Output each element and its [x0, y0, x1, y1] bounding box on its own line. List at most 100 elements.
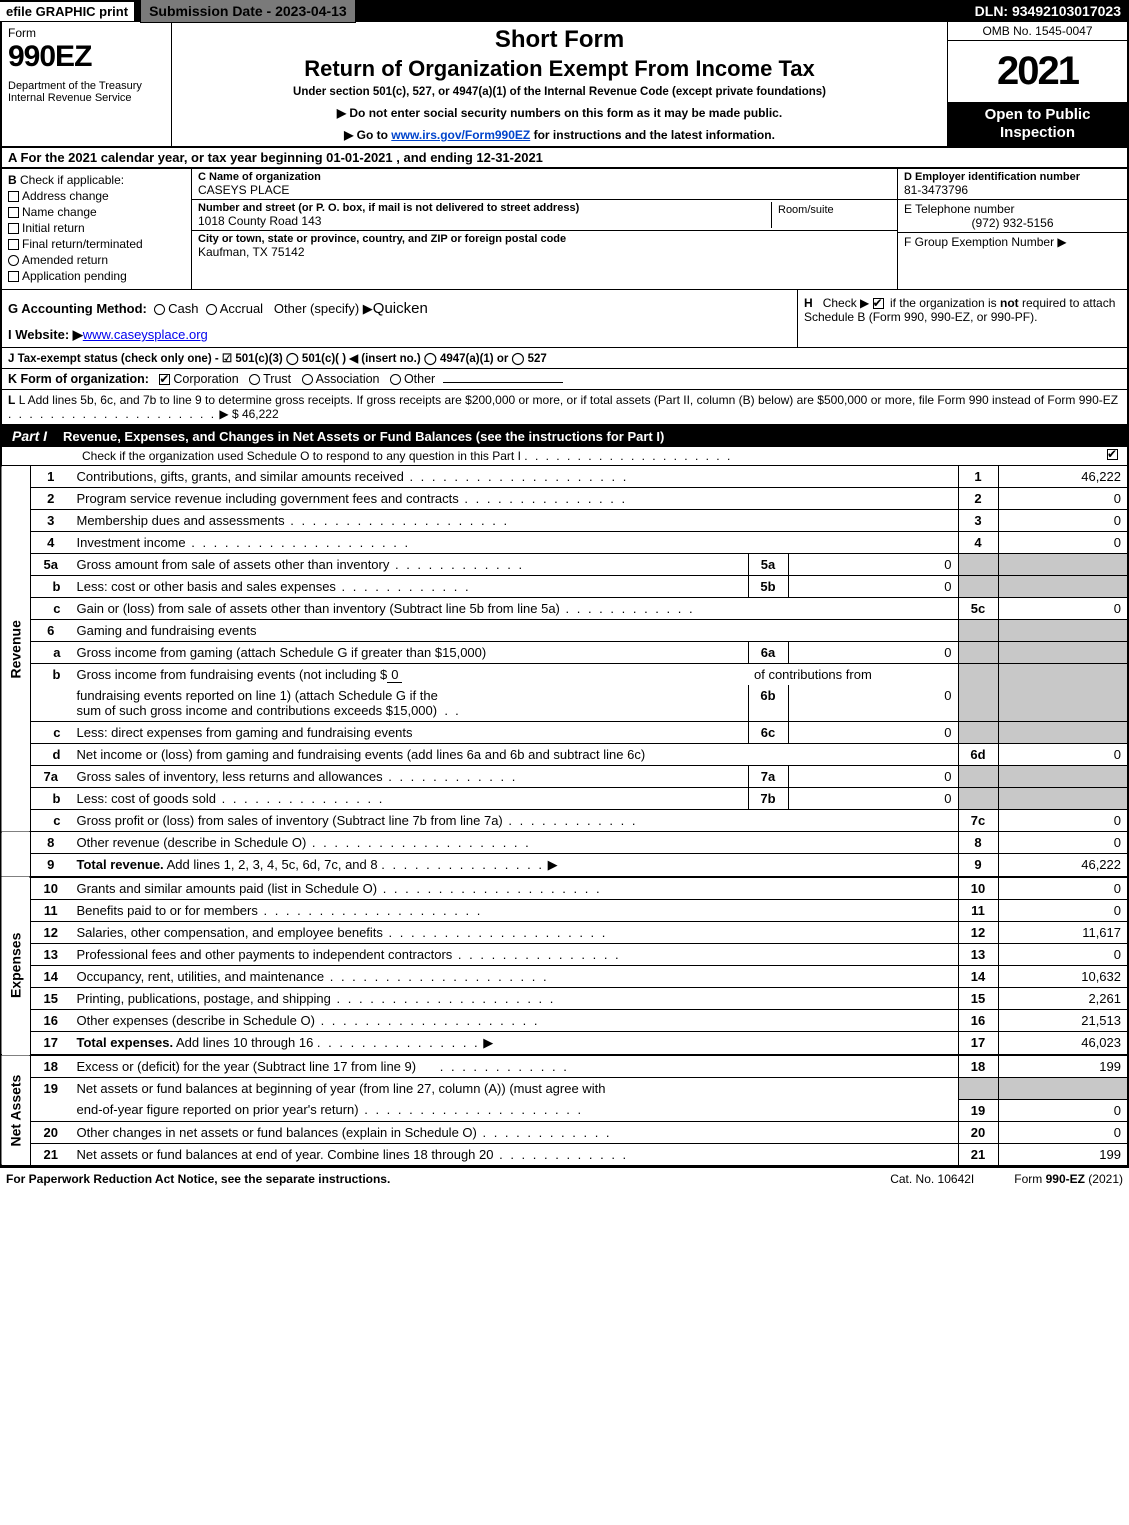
inline-box: 5a [748, 554, 788, 576]
grey-cell [998, 766, 1128, 788]
line-desc: Gross income from gaming (attach Schedul… [71, 642, 749, 664]
line-num: b [31, 788, 71, 810]
c-street: 1018 County Road 143 [198, 214, 771, 228]
line-num: 6 [31, 620, 71, 642]
bullet-ssn: ▶ Do not enter social security numbers o… [178, 106, 941, 120]
footer-catno: Cat. No. 10642I [890, 1172, 974, 1186]
l19-d1: Net assets or fund balances at beginning… [71, 1078, 959, 1100]
f-arrow: ▶ [1057, 235, 1066, 249]
inline-box: 7b [748, 788, 788, 810]
k-other-chk[interactable] [390, 374, 401, 385]
k-assoc: Association [316, 372, 380, 386]
line-value: 199 [998, 1055, 1128, 1078]
row-k: K Form of organization: Corporation Trus… [0, 369, 1129, 390]
line-value: 0 [998, 598, 1128, 620]
chk-initial-return[interactable] [8, 223, 19, 234]
c-city: Kaufman, TX 75142 [198, 245, 891, 259]
line-value: 0 [998, 488, 1128, 510]
line-desc: Gain or (loss) from sale of assets other… [77, 601, 695, 616]
grey-cell [998, 620, 1128, 642]
l6b-d1: Gross income from fundraising events (no… [77, 667, 388, 682]
h-label: H [804, 296, 813, 310]
line-box: 16 [958, 1010, 998, 1032]
l6b-d3: sum of such gross income and contributio… [77, 703, 438, 718]
chk-amended-return[interactable] [8, 255, 19, 266]
line-num: c [31, 810, 71, 832]
part1-title: Revenue, Expenses, and Changes in Net As… [57, 426, 1127, 447]
grey-cell [958, 620, 998, 642]
header-left: Form 990EZ Department of the Treasury In… [2, 22, 172, 146]
line-num: 16 [31, 1010, 71, 1032]
line-box: 14 [958, 966, 998, 988]
line-num: a [31, 642, 71, 664]
grey-cell [958, 1078, 998, 1100]
line-num: 8 [31, 832, 71, 854]
part1-schedule-o-chk[interactable] [1107, 449, 1118, 460]
line-desc: Less: cost or other basis and sales expe… [77, 579, 471, 594]
k-corp: Corporation [173, 372, 238, 386]
h-checkbox[interactable] [873, 298, 884, 309]
line-num: 9 [31, 854, 71, 878]
omb-number: OMB No. 1545-0047 [948, 22, 1127, 41]
line-value: 0 [998, 877, 1128, 900]
line-value: 46,023 [998, 1032, 1128, 1056]
irs-link[interactable]: www.irs.gov/Form990EZ [391, 128, 530, 142]
footer-right: Form 990-EZ (2021) [1014, 1172, 1123, 1186]
website-link[interactable]: www.caseysplace.org [83, 327, 208, 342]
grey-cell [998, 576, 1128, 598]
grey-cell [998, 554, 1128, 576]
k-trust-chk[interactable] [249, 374, 260, 385]
inline-box: 7a [748, 766, 788, 788]
line-num: 17 [31, 1032, 71, 1056]
line-num: b [31, 664, 71, 722]
line-box: 3 [958, 510, 998, 532]
k-assoc-chk[interactable] [302, 374, 313, 385]
line-desc: Contributions, gifts, grants, and simila… [77, 469, 629, 484]
chk-address-change[interactable] [8, 191, 19, 202]
line-box: 18 [958, 1055, 998, 1078]
part1-sub: Check if the organization used Schedule … [0, 447, 1129, 466]
line-num: 2 [31, 488, 71, 510]
header-right: OMB No. 1545-0047 2021 Open to Public In… [947, 22, 1127, 146]
d-ein: 81-3473796 [904, 183, 1121, 197]
l6b-d1b: of contributions from [748, 664, 958, 686]
chk-final-return[interactable] [8, 239, 19, 250]
grey-cell [958, 664, 998, 722]
line-desc: Net assets or fund balances at end of ye… [77, 1147, 629, 1162]
g-cash-radio[interactable] [154, 304, 165, 315]
line-value: 11,617 [998, 922, 1128, 944]
tax-year: 2021 [948, 41, 1127, 102]
k-corp-chk[interactable] [159, 374, 170, 385]
b-label: B [8, 173, 17, 187]
line-num: c [31, 722, 71, 744]
line-box: 2 [958, 488, 998, 510]
l6b-d1v: 0 [387, 667, 402, 683]
line-box: 5c [958, 598, 998, 620]
sidebar-blank [1, 832, 31, 878]
g-accrual-radio[interactable] [206, 304, 217, 315]
top-bar: efile GRAPHIC print Submission Date - 20… [0, 0, 1129, 22]
chk-application-pending[interactable] [8, 271, 19, 282]
line-desc: Other changes in net assets or fund bala… [77, 1125, 612, 1140]
k-trust: Trust [263, 372, 291, 386]
dln-label: DLN: 93492103017023 [975, 3, 1129, 19]
line-value: 0 [998, 510, 1128, 532]
inline-box: 6a [748, 642, 788, 664]
part1-sub-text: Check if the organization used Schedule … [82, 449, 521, 463]
inline-value: 0 [788, 766, 958, 788]
line-num: 14 [31, 966, 71, 988]
line-value: 0 [998, 1099, 1128, 1121]
line-num: 12 [31, 922, 71, 944]
grey-cell [958, 722, 998, 744]
goto-pre: ▶ Go to [344, 128, 391, 142]
chk-name-change[interactable] [8, 207, 19, 218]
grey-cell [958, 788, 998, 810]
b-text: Check if applicable: [20, 173, 124, 187]
f-label: F Group Exemption Number [904, 235, 1054, 249]
section-b: B Check if applicable: Address change Na… [2, 169, 192, 289]
c-street-label: Number and street (or P. O. box, if mail… [198, 202, 771, 214]
line-value: 2,261 [998, 988, 1128, 1010]
dots-icon [434, 1059, 569, 1074]
form-header: Form 990EZ Department of the Treasury In… [0, 22, 1129, 148]
line-desc: Membership dues and assessments [77, 513, 510, 528]
